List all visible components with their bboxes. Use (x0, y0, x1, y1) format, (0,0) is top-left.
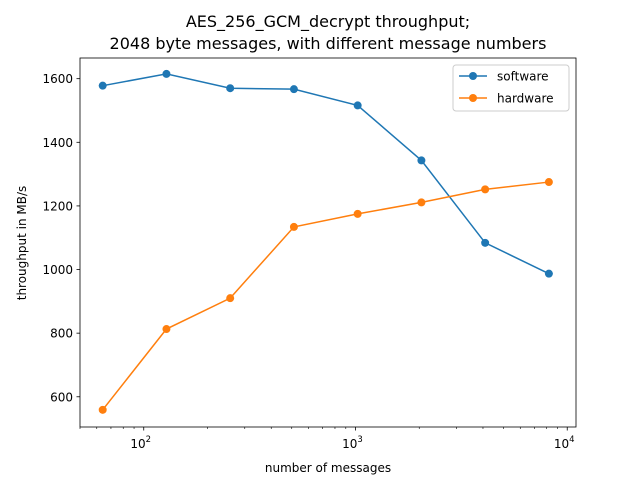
data-point-hardware (162, 325, 171, 334)
data-point-hardware (289, 222, 298, 231)
y-tick-label: 1200 (42, 199, 73, 213)
data-point-software (353, 101, 362, 110)
x-tick-label-base: 10 (342, 437, 357, 451)
data-point-software (226, 84, 235, 93)
data-point-hardware (481, 185, 490, 194)
x-tick-label-exponent: 2 (146, 435, 151, 445)
legend-label-software: software (497, 70, 549, 84)
y-tick-label: 800 (50, 327, 73, 341)
data-point-hardware (417, 198, 426, 207)
x-tick-label: 104 (554, 435, 575, 451)
legend-marker-hardware (469, 94, 477, 102)
y-tick-label: 1000 (42, 263, 73, 277)
data-point-software (544, 269, 553, 278)
y-tick-label: 600 (50, 390, 73, 404)
chart-title-line-1: AES_256_GCM_decrypt throughput; (186, 12, 470, 32)
data-point-software (481, 238, 490, 247)
data-point-software (417, 156, 426, 165)
x-tick-label-base: 10 (130, 437, 145, 451)
data-point-hardware (226, 294, 235, 303)
data-point-software (98, 81, 107, 90)
x-axis-ticks: 102 103 104 (79, 427, 575, 451)
series-line-software (102, 73, 550, 275)
x-tick-label-exponent: 3 (357, 435, 362, 445)
y-axis-ticks: 600 800 1000 1200 1400 1600 (42, 72, 80, 404)
plot-content (98, 69, 553, 414)
data-point-software (289, 85, 298, 94)
legend: software hardware (452, 64, 570, 112)
y-axis-label: throughput in MB/s (15, 186, 29, 301)
x-tick-label-exponent: 4 (569, 435, 574, 445)
data-point-hardware (544, 178, 553, 187)
legend-marker-software (469, 72, 477, 80)
data-point-hardware (98, 405, 107, 414)
y-tick-label: 1400 (42, 136, 73, 150)
x-tick-label-base: 10 (554, 437, 569, 451)
x-axis-label: number of messages (265, 461, 391, 475)
y-tick-label: 1600 (42, 72, 73, 86)
x-tick-label: 103 (342, 435, 363, 451)
x-tick-label: 102 (130, 435, 151, 451)
legend-label-hardware: hardware (497, 92, 554, 106)
series-line-hardware (102, 181, 549, 411)
chart-title-line-2: 2048 byte messages, with different messa… (110, 34, 547, 53)
data-point-hardware (353, 209, 362, 218)
plot-frame (79, 57, 577, 428)
data-point-software (162, 69, 171, 78)
